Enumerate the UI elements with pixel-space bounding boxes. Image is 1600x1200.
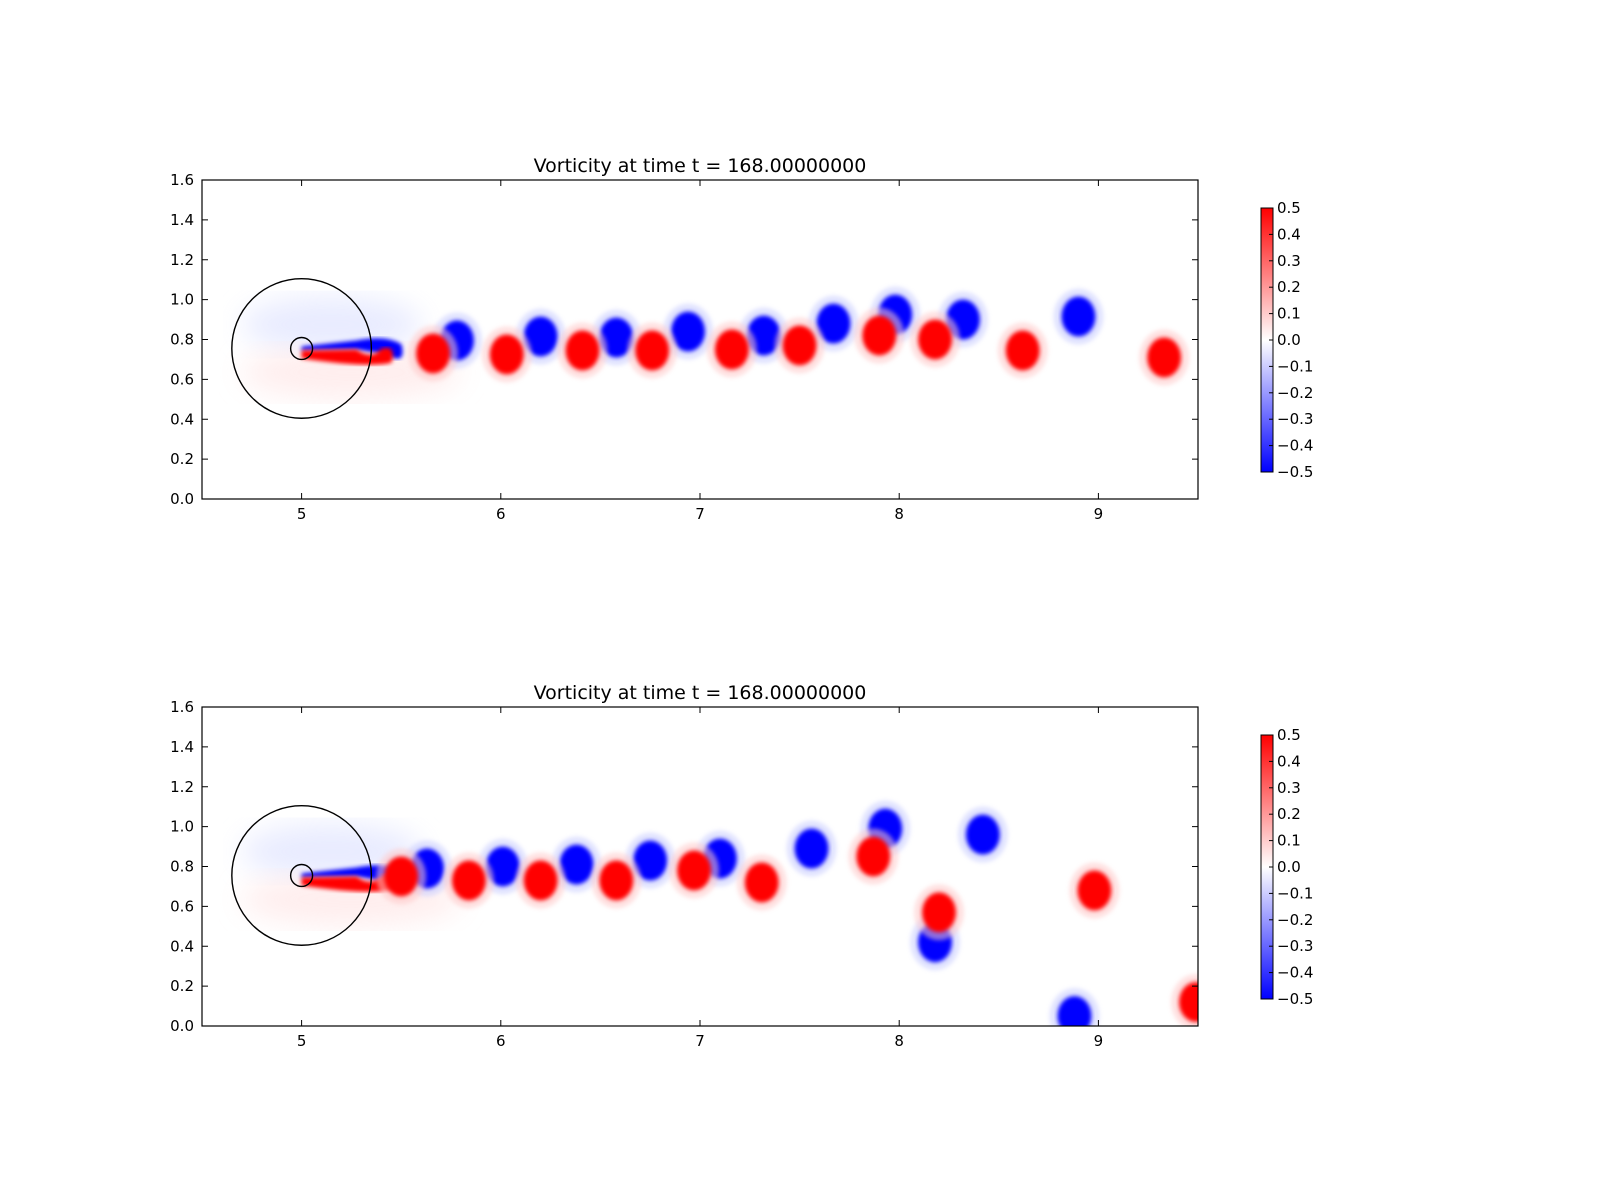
colorbar-tick-label: 0.4 (1277, 752, 1301, 770)
vortex-positive (416, 333, 451, 374)
vortex-positive (782, 325, 817, 366)
colorbar-tick-label: 0.0 (1277, 331, 1301, 349)
y-tick-label: 1.6 (170, 171, 194, 189)
colorbar-tick-label: −0.4 (1277, 964, 1313, 982)
y-tick-label: 0.6 (170, 370, 194, 388)
vortex-negative (485, 846, 520, 887)
colorbar-tick-label: 0.2 (1277, 278, 1301, 296)
outer-circle (231, 804, 373, 946)
vortex-negative (816, 303, 851, 344)
y-tick-label: 1.2 (170, 251, 194, 269)
colorbar: 0.5 0.4 0.3 0.2 0.1 0.0 −0.1 −0.2 −0.3 −0.4 −0.5 (1260, 726, 1313, 1008)
y-tick-label: 1.0 (170, 291, 194, 309)
y-tick-label: 0.6 (170, 897, 194, 915)
colorbar-tick-label: 0.2 (1277, 805, 1301, 823)
vorticity-panel-2: Vorticity at time t = 168.00000000 5 6 7 8 9 0… (170, 682, 1313, 1050)
colorbar-tick-label: −0.5 (1277, 990, 1313, 1008)
y-tick-label: 0.0 (170, 1017, 194, 1035)
vortex-positive (862, 315, 897, 356)
y-tick-label: 0.2 (170, 977, 194, 995)
wake-haze-positive (241, 346, 462, 399)
colorbar-tick-label: 0.5 (1277, 199, 1301, 217)
vortex-positive (918, 319, 952, 360)
colorbar-tick-label: −0.3 (1277, 410, 1313, 428)
vortex-negative (794, 828, 829, 869)
colorbar-tick-label: −0.1 (1277, 357, 1313, 375)
colorbar-tick-label: 0.5 (1277, 726, 1301, 744)
colorbar-tick-label: 0.1 (1277, 305, 1301, 323)
colorbar-tick-label: −0.2 (1277, 911, 1313, 929)
colorbar-tick-label: −0.2 (1277, 384, 1313, 402)
chart-title: Vorticity at time t = 168.00000000 (534, 682, 867, 704)
vortex-negative (965, 814, 1000, 855)
y-tick-label: 1.6 (170, 698, 194, 716)
vortex-positive (856, 836, 891, 877)
vortex-negative (523, 316, 558, 357)
colorbar-tick-label: −0.1 (1277, 884, 1313, 902)
vortex-positive (677, 850, 711, 891)
vortex-positive (744, 862, 779, 903)
vortex-positive (1147, 337, 1182, 378)
colorbar-tick-label: 0.1 (1277, 832, 1301, 850)
y-tick-label: 1.0 (170, 818, 194, 836)
chart-title: Vorticity at time t = 168.00000000 (534, 155, 867, 177)
vortex-positive (1077, 870, 1112, 911)
y-tick-label: 0.8 (170, 331, 194, 349)
x-tick-label: 5 (297, 1032, 307, 1050)
vortex-negative (559, 844, 594, 885)
x-tick-label: 6 (496, 505, 506, 523)
x-tick-label: 7 (695, 1032, 705, 1050)
vortex-negative (633, 840, 668, 881)
vortex-positive (714, 329, 749, 370)
vorticity-panel-1: Vorticity at time t = 168.00000000 5 6 7 8 9 0… (170, 155, 1313, 523)
colorbar-tick-label: −0.5 (1277, 463, 1313, 481)
vortex-negative (1061, 296, 1096, 337)
vortex-negative (1057, 996, 1092, 1026)
y-tick-label: 1.4 (170, 211, 194, 229)
vortex-negative (599, 317, 634, 358)
y-tick-label: 0.4 (170, 410, 194, 428)
x-tick-label: 7 (695, 505, 705, 523)
x-tick-label: 6 (496, 1032, 506, 1050)
vortex-positive (489, 334, 524, 375)
vortex-positive (599, 860, 634, 901)
cylinder-circle (289, 863, 314, 888)
vortex-positive (565, 330, 600, 371)
vortex-positive (384, 856, 419, 897)
vorticity-field (202, 180, 1198, 499)
vortex-negative (671, 311, 705, 352)
vortex-positive (523, 860, 558, 901)
colorbar-tick-label: −0.3 (1277, 937, 1313, 955)
x-tick-label: 8 (894, 505, 904, 523)
y-tick-label: 1.2 (170, 778, 194, 796)
vortex-positive (922, 892, 956, 933)
x-tick-label: 8 (894, 1032, 904, 1050)
colorbar-tick-label: 0.0 (1277, 858, 1301, 876)
vortex-positive (1005, 330, 1040, 371)
cylinder-circle (289, 336, 314, 361)
colorbar: 0.5 0.4 0.3 0.2 0.1 0.0 −0.1 −0.2 −0.3 −0.4 −0.5 (1260, 199, 1313, 481)
vortex-positive (1179, 982, 1198, 1023)
colorbar-tick-label: 0.3 (1277, 252, 1301, 270)
shear-layer-negative (301, 338, 403, 359)
y-tick-label: 0.8 (170, 858, 194, 876)
x-tick-label: 9 (1094, 1032, 1104, 1050)
colorbar-tick-label: 0.3 (1277, 779, 1301, 797)
vorticity-field (202, 707, 1198, 1026)
y-tick-label: 0.0 (170, 490, 194, 508)
vortex-positive (635, 330, 670, 371)
y-tick-label: 0.2 (170, 450, 194, 468)
colorbar-tick-label: −0.4 (1277, 437, 1313, 455)
y-tick-label: 0.4 (170, 937, 194, 955)
x-tick-label: 5 (297, 505, 307, 523)
vortex-positive (451, 860, 486, 901)
colorbar-tick-label: 0.4 (1277, 225, 1301, 243)
x-tick-label: 9 (1094, 505, 1104, 523)
y-tick-label: 1.4 (170, 738, 194, 756)
outer-circle (231, 277, 373, 419)
